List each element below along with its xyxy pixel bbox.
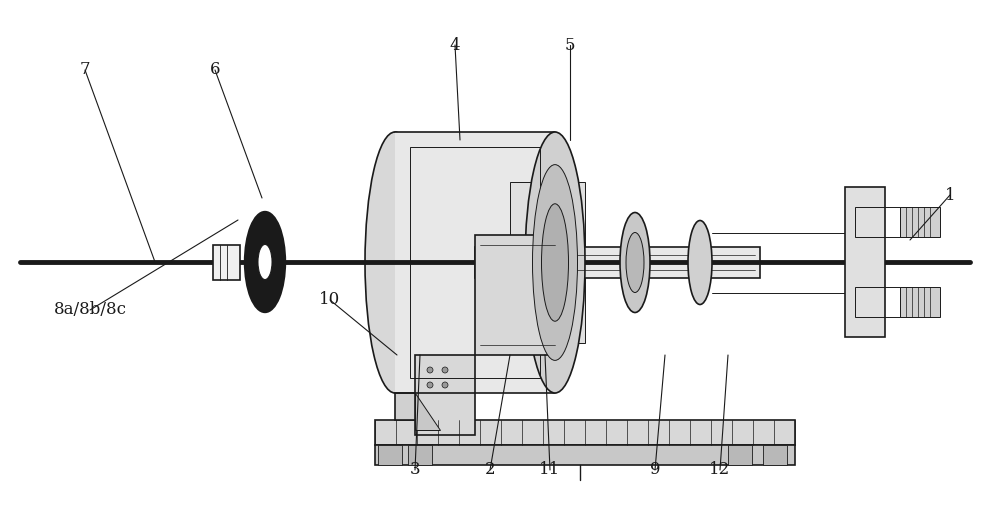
Ellipse shape: [620, 213, 650, 312]
Text: 8a/8b/8c: 8a/8b/8c: [54, 301, 126, 319]
Bar: [670, 221, 730, 304]
Bar: [763, 445, 787, 465]
Ellipse shape: [365, 132, 425, 393]
Bar: [728, 445, 752, 465]
Bar: [408, 445, 432, 465]
Ellipse shape: [442, 367, 448, 373]
Ellipse shape: [258, 245, 272, 279]
Bar: [375, 420, 795, 445]
Bar: [855, 207, 910, 237]
Text: 10: 10: [319, 291, 341, 309]
Text: 3: 3: [410, 462, 420, 478]
Bar: [395, 132, 555, 393]
Ellipse shape: [442, 382, 448, 388]
Bar: [855, 287, 910, 317]
Bar: [900, 287, 940, 317]
Bar: [415, 355, 475, 435]
Ellipse shape: [532, 165, 578, 361]
Text: 7: 7: [80, 61, 90, 79]
Bar: [510, 182, 585, 343]
Text: 4: 4: [450, 37, 460, 53]
Ellipse shape: [542, 204, 568, 321]
Text: 6: 6: [210, 61, 220, 79]
Bar: [395, 393, 425, 420]
Ellipse shape: [525, 132, 585, 393]
Ellipse shape: [245, 212, 285, 312]
Bar: [378, 445, 402, 465]
Bar: [475, 235, 560, 355]
Text: 9: 9: [650, 462, 660, 478]
Text: 12: 12: [709, 462, 731, 478]
Bar: [375, 445, 795, 465]
Polygon shape: [415, 393, 440, 430]
Bar: [845, 187, 885, 337]
Ellipse shape: [688, 221, 712, 304]
Text: 11: 11: [539, 462, 561, 478]
Bar: [900, 207, 940, 237]
Bar: [475, 247, 760, 278]
Ellipse shape: [427, 367, 433, 373]
Ellipse shape: [427, 382, 433, 388]
Text: 5: 5: [565, 37, 575, 53]
Bar: [410, 147, 540, 378]
Text: 1: 1: [945, 187, 955, 203]
Bar: [213, 245, 240, 280]
Text: 2: 2: [485, 462, 495, 478]
Ellipse shape: [626, 233, 644, 292]
